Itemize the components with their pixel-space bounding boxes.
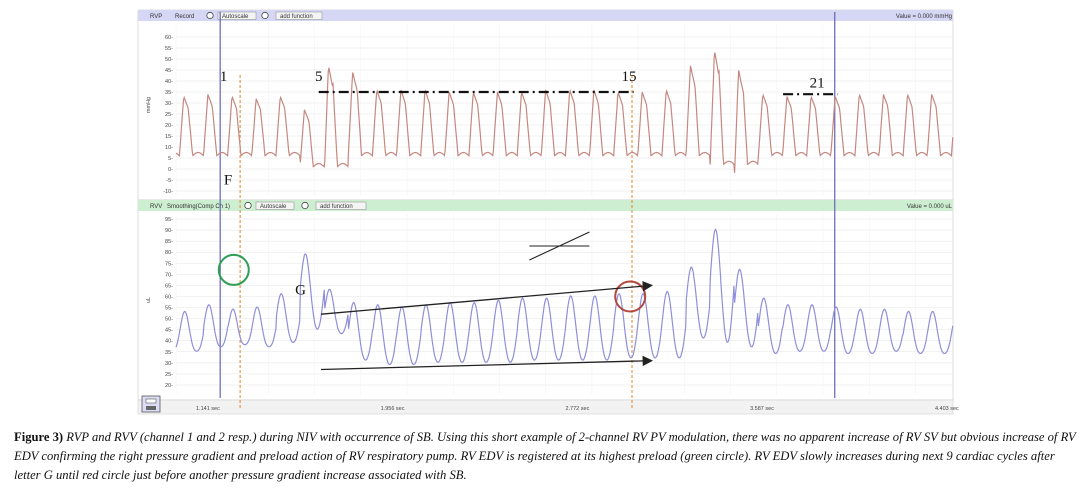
- zoom-icon[interactable]: [301, 201, 309, 210]
- rvp-value-readout: Value = 0.000 mmHg: [896, 14, 952, 20]
- rvv-ytick-label: 35-: [165, 350, 173, 356]
- rvp-ytick-label: 35-: [165, 90, 173, 96]
- rvp-ytick-label: 15-: [165, 134, 173, 140]
- zoom-icon[interactable]: [261, 11, 269, 20]
- rvp-ytick-label: 30-: [165, 101, 173, 107]
- rvv-autoscale-label: Autoscale: [260, 204, 287, 210]
- rvv-ytick-label: 85-: [165, 239, 173, 245]
- rvp-series-line: [175, 52, 954, 173]
- rvp-ytick-label: 20-: [165, 123, 173, 129]
- rvv-ytick-label: 80-: [165, 250, 173, 256]
- rvp-autoscale-label: Autoscale: [222, 14, 249, 20]
- rvp-ytick-label: 60-: [165, 35, 173, 41]
- rvv-toolbar-name: RVV: [150, 204, 162, 210]
- rvv-ytick-label: 75-: [165, 261, 173, 267]
- rvv-ytick-label: 90-: [165, 228, 173, 234]
- xtick-label: 4.403 sec: [935, 406, 959, 412]
- rvp-annotation: F: [224, 172, 232, 188]
- rvp-add-function-label: add function: [280, 14, 313, 20]
- rvv-ytick-label: 25-: [165, 372, 173, 378]
- rvv-autoscale-button[interactable]: [255, 201, 295, 210]
- rvv-value-readout: Value = 0.000 uL: [907, 204, 953, 210]
- printer-icon[interactable]: [141, 395, 161, 413]
- highlight-circle: [217, 253, 250, 286]
- rvp-autoscale-button[interactable]: [217, 11, 257, 20]
- rvv-ytick-label: 95-: [165, 217, 173, 223]
- caption-text: RVP and RVV (channel 1 and 2 resp.) duri…: [14, 430, 1076, 482]
- xtick-label: 1.956 sec: [381, 406, 405, 412]
- rvv-ytick-label: 65-: [165, 283, 173, 289]
- rvv-ytick-label: 70-: [165, 272, 173, 278]
- time-axis-bar: [137, 399, 954, 415]
- rvp-ytick-label: 0-: [168, 167, 173, 173]
- xtick-label: 2.772 sec: [565, 406, 589, 412]
- rvv-ytick-label: 60-: [165, 294, 173, 300]
- trend-arrow: [320, 281, 654, 315]
- rvp-annotation: 1: [220, 69, 228, 85]
- rvp-ytick-label: 55-: [165, 46, 173, 52]
- rvp-ytick-label: 45-: [165, 68, 173, 74]
- rvp-ytick-label: 40-: [165, 79, 173, 85]
- trend-arrow: [320, 355, 654, 371]
- rvp-add-function-button[interactable]: [275, 11, 323, 20]
- rvv-ytick-label: 55-: [165, 306, 173, 312]
- rvp-ytick-label: -10-: [163, 189, 173, 195]
- rvv-ytick-label: 45-: [165, 328, 173, 334]
- rvv-annotation: G: [295, 282, 306, 298]
- rvv-ytick-label: 50-: [165, 317, 173, 323]
- rvv-ylabel: uL: [146, 297, 152, 303]
- rvp-annotation: 5: [315, 69, 323, 85]
- xtick-label: 1.141 sec: [196, 406, 220, 412]
- rvp-toolbar: [138, 10, 953, 21]
- rvv-ytick-label: 20-: [165, 383, 173, 389]
- rvp-toolbar-name: RVP: [150, 14, 162, 20]
- zoom-icon[interactable]: [206, 11, 214, 20]
- rvp-toolbar-mode: Record: [175, 14, 194, 20]
- figure-caption: Figure 3) RVP and RVV (channel 1 and 2 r…: [14, 428, 1084, 485]
- rvp-annotation: 15: [622, 69, 637, 85]
- rvv-ytick-label: 40-: [165, 339, 173, 345]
- rvv-ytick-label: 30-: [165, 361, 173, 367]
- rvp-annotation: 21: [810, 76, 825, 92]
- rvp-ytick-label: 10-: [165, 145, 173, 151]
- rvp-ytick-label: 50-: [165, 57, 173, 63]
- highlight-circle: [614, 280, 647, 313]
- rvp-ytick-label: -5-: [166, 178, 173, 184]
- zoom-icon[interactable]: [244, 201, 252, 210]
- rvp-ytick-label: 5-: [168, 156, 173, 162]
- rvv-add-function-button[interactable]: [315, 201, 367, 210]
- rvv-series-line: [175, 228, 954, 366]
- xtick-label: 3.587 sec: [750, 406, 774, 412]
- rvv-toolbar: [138, 200, 953, 211]
- rvp-ylabel: mmHg: [146, 97, 152, 113]
- caption-label: Figure 3): [14, 430, 64, 444]
- rvv-toolbar-mode: Smoothing(Comp Ch 1): [167, 204, 230, 210]
- rvv-add-function-label: add function: [320, 204, 353, 210]
- rvp-ytick-label: 25-: [165, 112, 173, 118]
